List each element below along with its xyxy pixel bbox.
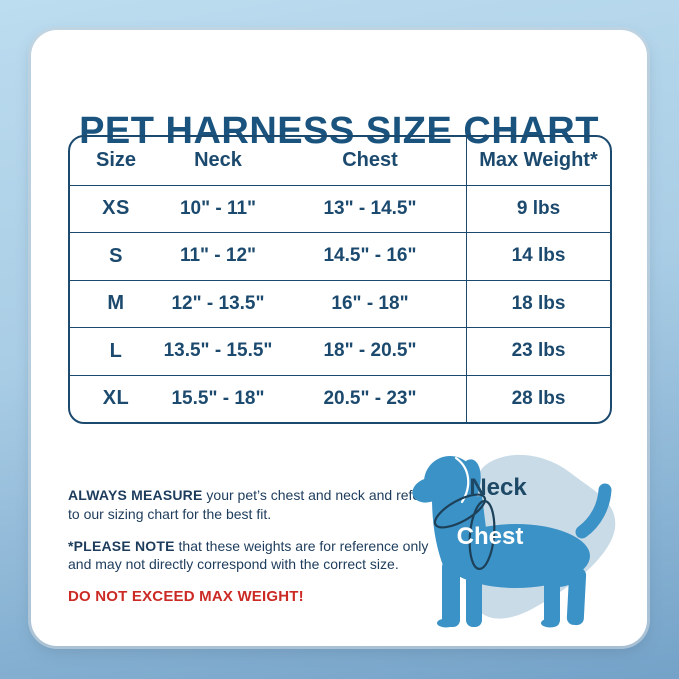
note-always-measure-text: your pet’s chest and neck and refer to o… (68, 487, 425, 522)
column-header-neck: Neck (194, 149, 242, 172)
note-please-note-lead: *PLEASE NOTE (68, 537, 175, 554)
column-header-size: Size (95, 149, 137, 172)
infographic-card: PET HARNESS SIZE CHART Size Neck Chest M… (31, 30, 647, 646)
note-always-measure: ALWAYS MEASURE your pet’s chest and neck… (68, 486, 440, 524)
neck-cell-xs: 10" - 11" (162, 184, 274, 233)
chest-label: Chest (457, 523, 524, 550)
size-cell-l: L (70, 327, 162, 375)
weight-cell-s: 14 lbs (466, 232, 610, 280)
neck-cell-xl: 15.5" - 18" (162, 374, 274, 423)
chest-cell-s: 14.5" - 16" (274, 232, 466, 280)
size-cell-m: M (70, 279, 162, 328)
column-header-max-weight: Max Weight* (466, 137, 610, 185)
size-cell-s: S (70, 232, 162, 280)
neck-measure-loop (433, 493, 487, 529)
note-please-note: *PLEASE NOTE that these weights are for … (68, 537, 440, 575)
chest-cell-m: 16" - 18" (274, 279, 466, 328)
chest-measure-loop (468, 500, 496, 570)
dog-silhouette (412, 456, 612, 628)
weight-cell-l: 23 lbs (466, 327, 610, 375)
note-always-measure-lead: ALWAYS MEASURE (68, 487, 203, 503)
neck-cell-l: 13.5" - 15.5" (162, 327, 274, 375)
chest-cell-xs: 13" - 14.5" (274, 184, 466, 233)
weight-cell-xl: 28 lbs (466, 374, 610, 422)
neck-cell-s: 11" - 12" (162, 232, 274, 280)
size-chart-table: Size Neck Chest Max Weight* XS 10" - 11"… (68, 135, 612, 424)
notes-block: ALWAYS MEASURE your pet’s chest and neck… (68, 486, 440, 620)
chest-cell-xl: 20.5" - 23" (274, 374, 466, 423)
size-cell-xl: XL (70, 374, 162, 423)
column-header-chest: Chest (342, 149, 398, 172)
note-please-note-text: that these weights are for reference onl… (68, 537, 429, 573)
weight-cell-m: 18 lbs (466, 279, 610, 327)
size-cell-xs: XS (70, 184, 162, 233)
dog-ear (453, 459, 481, 509)
dog-tail (575, 483, 612, 539)
dog-measurement-diagram: Neck Chest (412, 454, 616, 628)
chest-cell-l: 18" - 20.5" (274, 327, 466, 375)
page-title: PET HARNESS SIZE CHART (79, 110, 599, 152)
neck-label: Neck (469, 474, 527, 501)
neck-cell-m: 12" - 13.5" (162, 279, 274, 328)
weight-cell-xs: 9 lbs (466, 184, 610, 232)
max-weight-warning: DO NOT EXCEED MAX WEIGHT! (68, 588, 304, 605)
